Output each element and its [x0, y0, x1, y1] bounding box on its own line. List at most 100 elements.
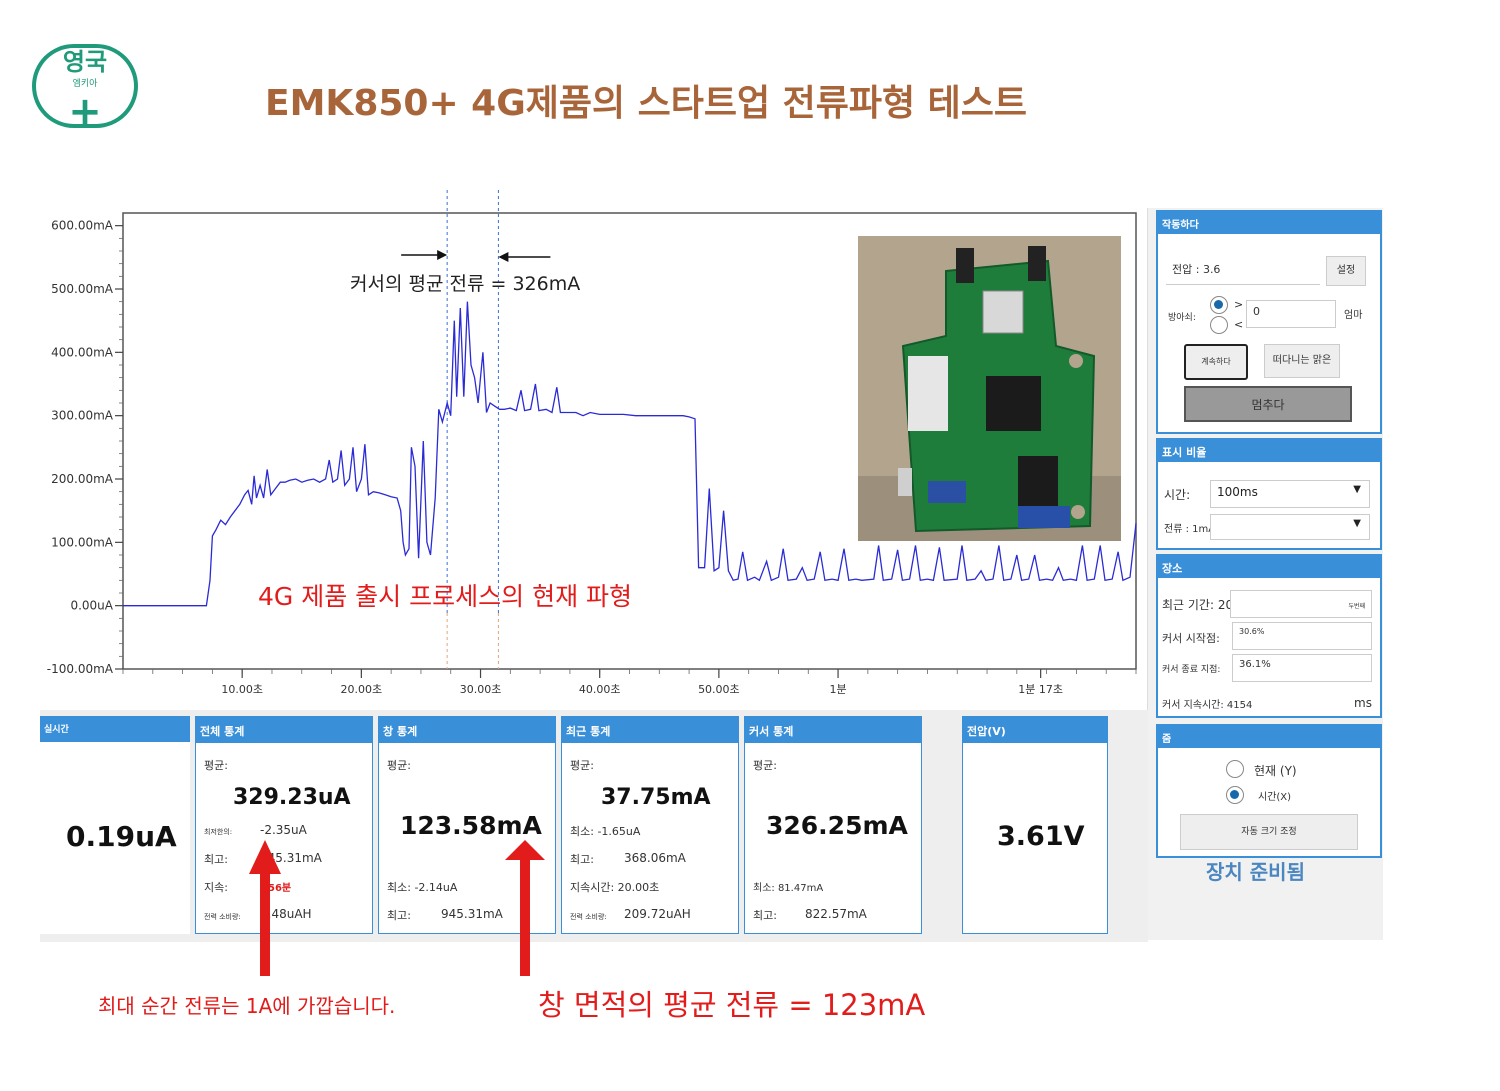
trigger-gt-radio[interactable] — [1210, 296, 1228, 314]
realtime-card: 실시간 0.19uA — [40, 716, 190, 934]
voltage-input[interactable]: 전압 : 3.6 — [1166, 257, 1320, 285]
stop-button[interactable]: 멈추다 — [1184, 386, 1352, 422]
recent-period-label: 최근 기간: 20 — [1162, 598, 1234, 612]
trigger-gt-label: > — [1234, 298, 1244, 311]
cursor-start-input[interactable]: 30.6% — [1232, 622, 1372, 650]
y-tick-label: 500.00mA — [51, 282, 114, 296]
window-max-value: 945.31mA — [441, 907, 503, 921]
trigger-lt-label: < — [1234, 318, 1244, 331]
window-avg-value: 123.58mA — [400, 811, 542, 840]
zoom-section: 줌 현재 (Y) 시간(X) 자동 크기 조정 — [1156, 724, 1382, 858]
overall-min-label: 최저한의: — [204, 828, 233, 836]
trigger-label: 방아쇠: — [1168, 313, 1196, 323]
cursor-header: 커서 통계 — [745, 717, 921, 743]
zoom-header: 줌 — [1158, 726, 1380, 748]
y-tick-label: 600.00mA — [51, 219, 114, 233]
y-tick-label: 300.00mA — [51, 409, 114, 423]
recent-max-label: 최고: — [570, 853, 594, 866]
time-scale-select[interactable]: 100ms ▼ — [1210, 480, 1370, 508]
recent-avg-label: 평균: — [570, 759, 594, 772]
voltage-value: 3.61V — [997, 821, 1085, 852]
realtime-header: 실시간 — [40, 716, 190, 742]
recent-duration: 지속시간: 20.00초 — [570, 881, 660, 894]
recent-header: 최근 통계 — [562, 717, 738, 743]
autoscale-button[interactable]: 자동 크기 조정 — [1180, 814, 1358, 850]
place-section: 장소 최근 기간: 20 두번째 커서 시작점: 30.6% 커서 종료 지점:… — [1156, 554, 1382, 718]
peak-current-note: 최대 순간 전류는 1A에 가깝습니다. — [98, 994, 396, 1018]
cursor-start-label: 커서 시작점: — [1162, 632, 1220, 645]
page-title: EMK850+ 4G제품의 스타트업 전류파형 테스트 — [265, 83, 1028, 124]
cursor-duration-unit: ms — [1354, 696, 1372, 710]
y-tick-label: -100.00mA — [47, 662, 114, 676]
current-scale-select[interactable]: ▼ — [1210, 514, 1370, 540]
place-header: 장소 — [1158, 556, 1380, 578]
continue-button[interactable]: 계속하다 — [1184, 344, 1248, 380]
arrow-left-head — [498, 252, 509, 262]
logo-text-main: 영국 — [62, 48, 108, 76]
overall-stats-card: 전체 통계 평균: 329.23uA 최저한의: -2.35uA 최고: 945… — [195, 716, 373, 934]
cursor-average-annotation: 커서의 평균 전류 = 326mA — [350, 273, 580, 295]
overall-energy-label: 전력 소비량: — [204, 913, 241, 921]
chevron-down-icon: ▼ — [1353, 484, 1361, 495]
window-header: 창 통계 — [379, 717, 555, 743]
realtime-value: 0.19uA — [66, 820, 177, 853]
x-tick-label: 20.00초 — [341, 683, 383, 696]
overall-avg-value: 329.23uA — [233, 785, 351, 810]
overall-avg-label: 평균: — [204, 759, 228, 772]
y-tick-label: 400.00mA — [51, 345, 114, 359]
trigger-value-input[interactable]: 0 — [1246, 300, 1336, 328]
time-scale-value: 100ms — [1217, 485, 1258, 499]
set-button[interactable]: 설정 — [1326, 256, 1366, 286]
window-max-label: 최고: — [387, 909, 411, 922]
window-avg-label: 평균: — [387, 759, 411, 772]
display-ratio-section: 표시 비율 시간: 100ms ▼ 전류 : 1mA ▼ — [1156, 438, 1382, 550]
y-axis: 600.00mA 500.00mA 400.00mA 300.00mA 200.00mA… — [47, 219, 123, 676]
x-tick-label: 1분 17초 — [1018, 683, 1063, 696]
trigger-lt-radio[interactable] — [1210, 316, 1228, 334]
waveform-caption: 4G 제품 출시 프로세스의 현재 파형 — [258, 582, 632, 611]
current-scale-label: 전류 : 1mA — [1164, 524, 1216, 535]
waveform-line — [123, 301, 1137, 607]
window-average-note: 창 면적의 평균 전류 = 123mA — [538, 988, 926, 1022]
cursor-arrows — [401, 250, 551, 262]
arrow-right-head — [437, 250, 448, 260]
overall-duration-label: 지속: — [204, 881, 228, 894]
recent-max-value: 368.06mA — [624, 851, 686, 865]
logo-plus-icon: + — [68, 89, 102, 135]
x-tick-label: 1분 — [829, 683, 846, 696]
zoom-current-y-label: 현재 (Y) — [1254, 764, 1297, 778]
cursor-avg-label: 평균: — [753, 759, 777, 772]
cursor-end-label: 커서 종료 지점: — [1162, 665, 1221, 675]
x-axis: 10.00초 20.00초 30.00초 40.00초 50.00초 1분 1분 17초 — [122, 669, 1137, 696]
control-panel: 작동하다 전압 : 3.6 설정 방아쇠: > < 0 엄마 계속하다 떠다니는… — [1147, 208, 1383, 940]
chevron-down-icon: ▼ — [1353, 518, 1361, 529]
recent-avg-value: 37.75mA — [601, 785, 711, 810]
cursor-end-input[interactable]: 36.1% — [1232, 654, 1372, 682]
x-tick-label: 30.00초 — [460, 683, 502, 696]
overall-max-value: 945.31mA — [260, 851, 322, 865]
recent-min: 최소: -1.65uA — [570, 825, 641, 838]
single-shot-button[interactable]: 떠다니는 맑은 — [1264, 344, 1340, 378]
cursor-max-label: 최고: — [753, 909, 777, 922]
zoom-time-x-label: 시간(X) — [1258, 792, 1292, 803]
operate-section: 작동하다 전압 : 3.6 설정 방아쇠: > < 0 엄마 계속하다 떠다니는… — [1156, 210, 1382, 434]
cursor-duration-label: 커서 지속시간: 4154 — [1162, 700, 1253, 711]
time-scale-label: 시간: — [1164, 488, 1191, 502]
product-board-photo — [858, 236, 1121, 541]
zoom-current-y-radio[interactable] — [1226, 760, 1244, 778]
cursor-min: 최소: 81.47mA — [753, 883, 824, 894]
recent-period-unit[interactable]: 두번째 — [1230, 590, 1372, 618]
overall-max-label: 최고: — [204, 853, 228, 866]
overall-energy-value: 8.48uAH — [260, 907, 312, 921]
recent-energy-value: 209.72uAH — [624, 907, 691, 921]
statistics-bar: 실시간 0.19uA 전체 통계 평균: 329.23uA 최저한의: -2.3… — [40, 710, 1148, 942]
x-tick-label: 40.00초 — [579, 683, 621, 696]
zoom-time-x-radio[interactable] — [1226, 786, 1244, 804]
logo-text-sub: 엠키아 — [72, 79, 98, 89]
window-min: 최소: -2.14uA — [387, 881, 458, 894]
overall-min-value: -2.35uA — [260, 823, 307, 837]
recent-energy-label: 전력 소비량: — [570, 913, 607, 921]
cursor-avg-value: 326.25mA — [766, 811, 908, 840]
trigger-unit: 엄마 — [1344, 310, 1363, 321]
annotation-arrows — [249, 840, 545, 976]
